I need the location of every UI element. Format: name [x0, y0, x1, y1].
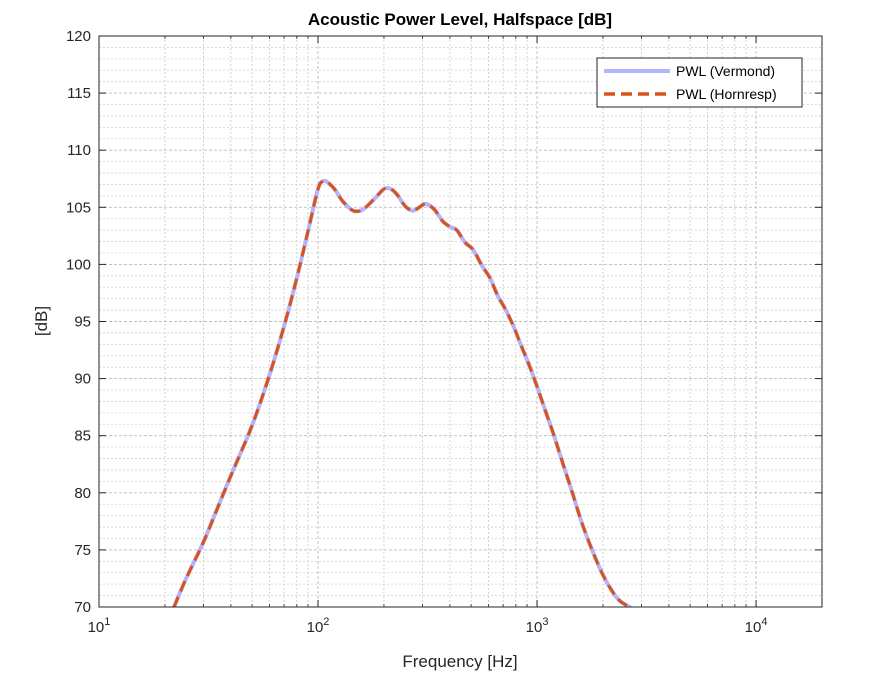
y-tick-label: 85	[74, 428, 91, 445]
series-layer	[172, 178, 632, 607]
x-tick-label: 104	[745, 616, 768, 636]
y-tick-label: 90	[74, 371, 91, 388]
y-tick-label: 100	[66, 256, 91, 273]
x-axis-label: Frequency [Hz]	[402, 652, 517, 671]
legend: PWL (Vermond) PWL (Hornresp)	[596, 57, 803, 108]
y-tick-label: 110	[67, 142, 91, 159]
y-tick-label: 95	[74, 314, 91, 331]
y-axis-label: [dB]	[32, 306, 51, 336]
legend-box	[596, 57, 803, 108]
y-tick-labels: 70 75 80 85 90 95 100 105 110 115 120	[66, 28, 91, 616]
axis-ticks	[98, 35, 822, 608]
legend-label-vermond: PWL (Vermond)	[676, 63, 775, 79]
y-tick-label: 120	[66, 28, 91, 45]
series-line-vermond	[172, 178, 632, 607]
legend-label-hornresp: PWL (Hornresp)	[676, 86, 777, 102]
chart-title: Acoustic Power Level, Halfspace [dB]	[308, 10, 612, 29]
y-tick-label: 115	[67, 85, 91, 102]
x-tick-label: 102	[307, 616, 330, 636]
x-tick-label: 103	[526, 616, 549, 636]
y-tick-label: 105	[66, 199, 91, 216]
y-tick-label: 75	[74, 542, 91, 559]
x-tick-label: 101	[88, 616, 111, 636]
y-tick-label: 80	[74, 485, 91, 502]
x-tick-labels: 101 102 103 104	[88, 616, 768, 636]
y-tick-label: 70	[74, 599, 91, 616]
